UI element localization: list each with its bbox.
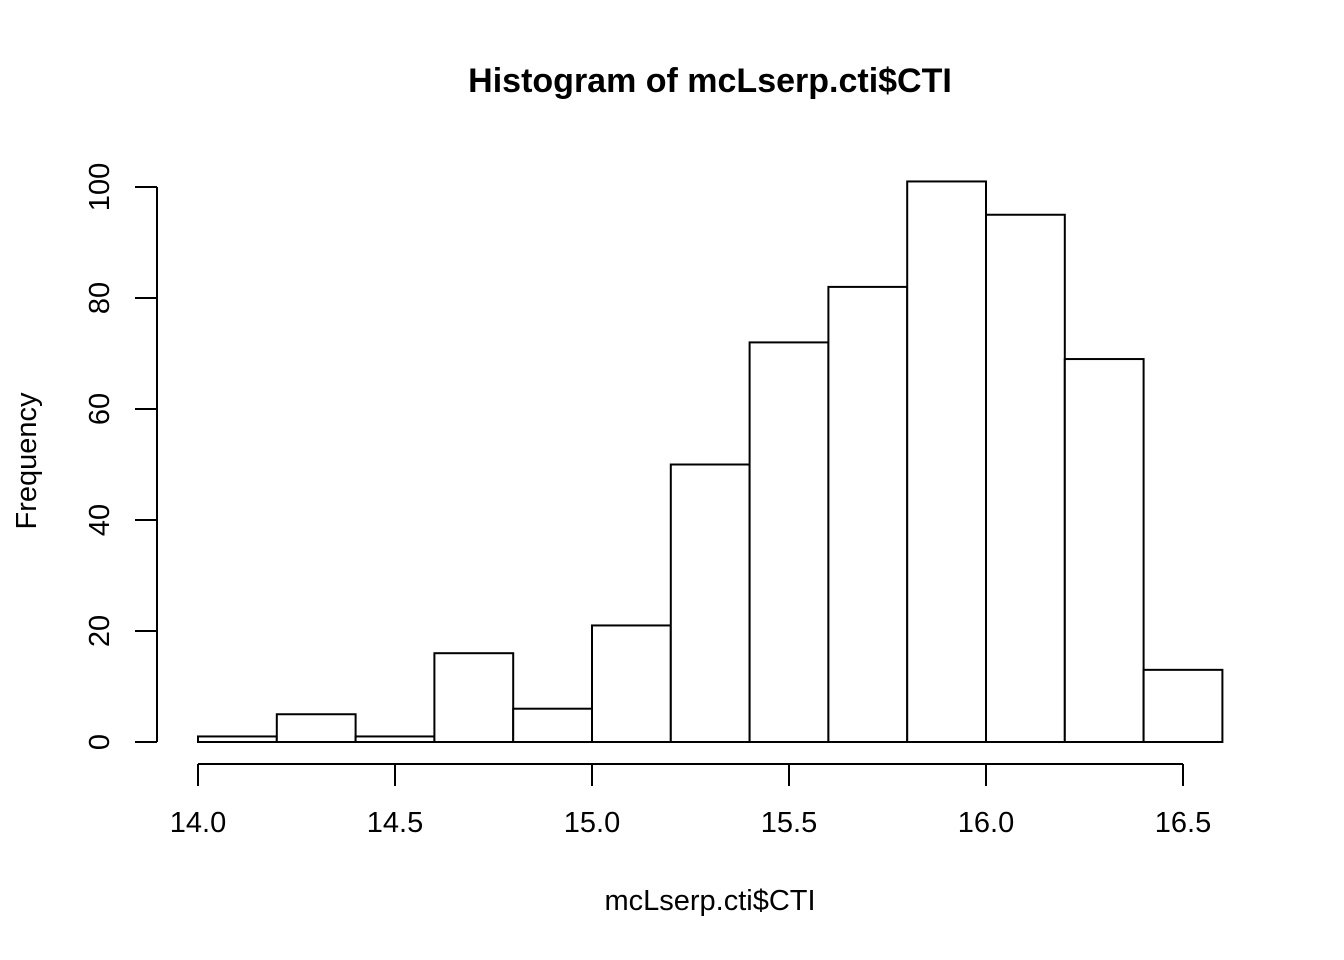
histogram-bar: [433, 652, 515, 744]
x-axis: 14.0 14.5 15.0 15.5 16.0 16.5: [170, 763, 1211, 839]
histogram-bar: [1063, 358, 1145, 743]
x-tick-label: 16.5: [1155, 807, 1211, 839]
histogram-bar: [669, 463, 751, 743]
histogram-bar: [275, 713, 357, 743]
y-tick-label: 20: [84, 615, 116, 647]
y-tick-label: 100: [84, 163, 116, 211]
histogram-bar: [1142, 668, 1224, 743]
histogram-bar: [748, 341, 830, 743]
x-axis-label: mcLserp.cti$CTI: [604, 885, 815, 917]
histogram-bar: [197, 735, 278, 744]
bars-group: [197, 180, 1224, 744]
chart-title: Histogram of mcLserp.cti$CTI: [468, 62, 952, 100]
x-tick-label: 15.0: [564, 807, 620, 839]
histogram-bar: [512, 707, 594, 744]
y-tick-label: 80: [84, 282, 116, 314]
histogram-bar: [985, 213, 1066, 743]
histogram-bar: [906, 180, 988, 743]
y-tick-label: 0: [84, 734, 116, 750]
x-tick-label: 14.0: [170, 807, 226, 839]
y-axis: 0 20 40 60 80 100: [84, 163, 158, 750]
y-tick-label: 60: [84, 393, 116, 425]
y-axis-label: Frequency: [11, 392, 43, 530]
x-tick-label: 16.0: [958, 807, 1014, 839]
histogram-bar: [354, 735, 436, 744]
x-tick-label: 15.5: [761, 807, 817, 839]
histogram-bar: [591, 624, 672, 744]
y-tick-label: 40: [84, 504, 116, 536]
x-tick-label: 14.5: [367, 807, 423, 839]
histogram-bar: [827, 285, 909, 743]
